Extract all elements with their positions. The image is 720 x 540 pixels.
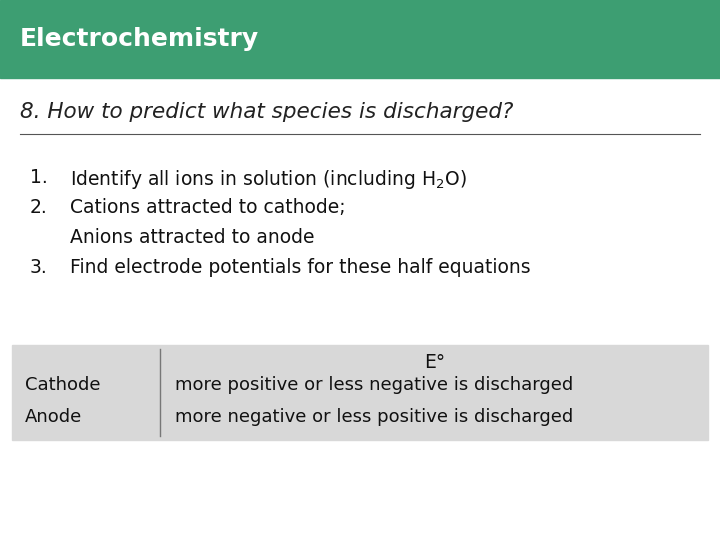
Text: Electrochemistry: Electrochemistry (20, 27, 259, 51)
Bar (12, 345, 708, 440)
Text: 8. How to predict what species is discharged?: 8. How to predict what species is discha… (20, 102, 513, 122)
Text: Anode: Anode (25, 408, 82, 426)
Text: E°: E° (424, 353, 446, 372)
Text: Cations attracted to cathode;: Cations attracted to cathode; (70, 198, 346, 217)
Text: more positive or less negative is discharged: more positive or less negative is discha… (175, 376, 573, 394)
Text: 1.: 1. (30, 168, 48, 187)
Text: 3.: 3. (30, 258, 48, 277)
Text: 2.: 2. (30, 198, 48, 217)
Text: more negative or less positive is discharged: more negative or less positive is discha… (175, 408, 573, 426)
Text: Find electrode potentials for these half equations: Find electrode potentials for these half… (70, 258, 531, 277)
Text: Cathode: Cathode (25, 376, 101, 394)
Text: Identify all ions in solution (including H$_2$O): Identify all ions in solution (including… (70, 168, 467, 191)
Bar (0, 0, 720, 78)
Text: Anions attracted to anode: Anions attracted to anode (70, 228, 315, 247)
